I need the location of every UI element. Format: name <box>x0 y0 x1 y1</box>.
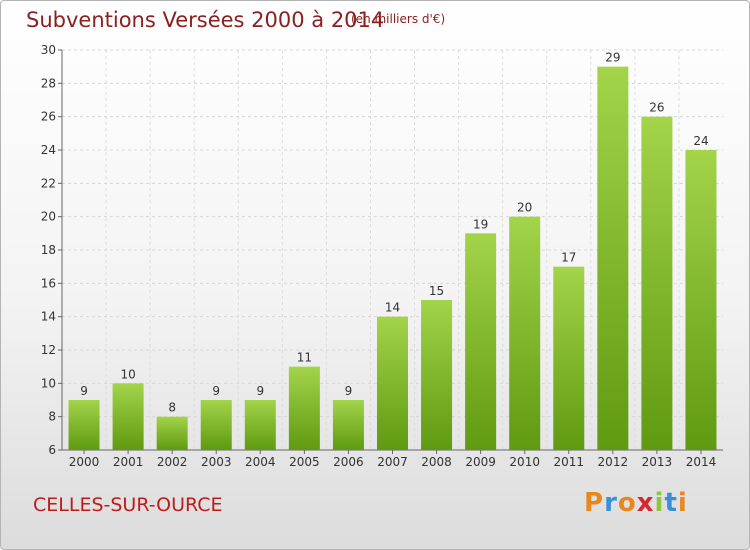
data-label: 17 <box>561 251 576 265</box>
data-label: 19 <box>473 217 488 231</box>
data-label: 8 <box>168 401 176 415</box>
data-label: 15 <box>429 284 444 298</box>
x-tick-label: 2011 <box>553 455 584 469</box>
x-tick-label: 2009 <box>465 455 496 469</box>
x-tick-label: 2013 <box>642 455 673 469</box>
data-label: 20 <box>517 201 532 215</box>
y-tick-label: 24 <box>41 143 56 157</box>
x-tick-label: 2003 <box>201 455 232 469</box>
bar-2000 <box>68 400 100 450</box>
logo-letter: i <box>677 488 688 518</box>
bar-2009 <box>465 233 497 450</box>
bar-2005 <box>288 366 320 450</box>
bar-2001 <box>112 383 144 450</box>
x-tick-label: 2008 <box>421 455 452 469</box>
data-label: 29 <box>605 51 620 65</box>
bar-2012 <box>597 66 629 451</box>
unit-note: (en milliers d'€) <box>351 12 446 26</box>
logo-letter: P <box>584 488 605 518</box>
x-tick-label: 2001 <box>113 455 144 469</box>
logo-letter: r <box>604 488 618 518</box>
y-tick-label: 12 <box>41 343 56 357</box>
y-tick-label: 20 <box>41 210 56 224</box>
y-tick-label: 18 <box>41 243 56 257</box>
labels: 6 8 10 12 14 16 18 20 22 24 26 28 30 9 2000 10 2001 8 2002… <box>41 43 717 469</box>
data-label: 10 <box>120 367 135 381</box>
y-tick-label: 6 <box>48 443 56 457</box>
data-label: 9 <box>212 384 220 398</box>
bar-2002 <box>156 416 188 450</box>
x-tick-label: 2007 <box>377 455 408 469</box>
bar-2013 <box>641 116 673 451</box>
bar-2011 <box>553 266 585 450</box>
data-label: 11 <box>297 351 312 365</box>
x-tick-label: 2004 <box>245 455 276 469</box>
bar-2006 <box>332 400 364 450</box>
logo-letter: x <box>636 488 655 518</box>
data-label: 24 <box>693 134 708 148</box>
x-tick-label: 2005 <box>289 455 320 469</box>
bar-2007 <box>377 316 408 450</box>
x-tick-label: 2006 <box>333 455 364 469</box>
x-tick-label: 2012 <box>598 455 629 469</box>
y-tick-label: 30 <box>41 43 56 57</box>
data-label: 14 <box>385 301 400 315</box>
bars <box>68 66 717 451</box>
data-label: 26 <box>649 101 664 115</box>
bar-2003 <box>200 400 232 450</box>
logo-letter: o <box>617 488 637 518</box>
x-tick-label: 2000 <box>69 455 100 469</box>
x-tick-label: 2010 <box>509 455 540 469</box>
bar-2008 <box>421 300 453 450</box>
y-tick-label: 8 <box>48 410 56 424</box>
y-tick-label: 28 <box>41 76 56 90</box>
data-label: 9 <box>80 384 88 398</box>
y-tick-label: 14 <box>41 310 56 324</box>
y-tick-label: 22 <box>41 176 56 190</box>
proxiti-logo: Proxiti <box>584 488 688 518</box>
x-tick-label: 2014 <box>686 455 717 469</box>
data-label: 9 <box>345 384 353 398</box>
bar-2004 <box>244 400 276 450</box>
logo-letter: t <box>664 488 678 518</box>
x-tick-label: 2002 <box>157 455 188 469</box>
logo-letter: i <box>654 488 665 518</box>
data-label: 9 <box>256 384 264 398</box>
bar-2014 <box>685 150 717 450</box>
chart-title: Subventions Versées 2000 à 2014 <box>26 8 385 32</box>
y-tick-label: 16 <box>41 276 56 290</box>
y-tick-label: 10 <box>41 376 56 390</box>
bar-2010 <box>509 216 541 450</box>
commune-name: CELLES-SUR-OURCE <box>33 494 223 516</box>
y-tick-label: 26 <box>41 110 56 124</box>
